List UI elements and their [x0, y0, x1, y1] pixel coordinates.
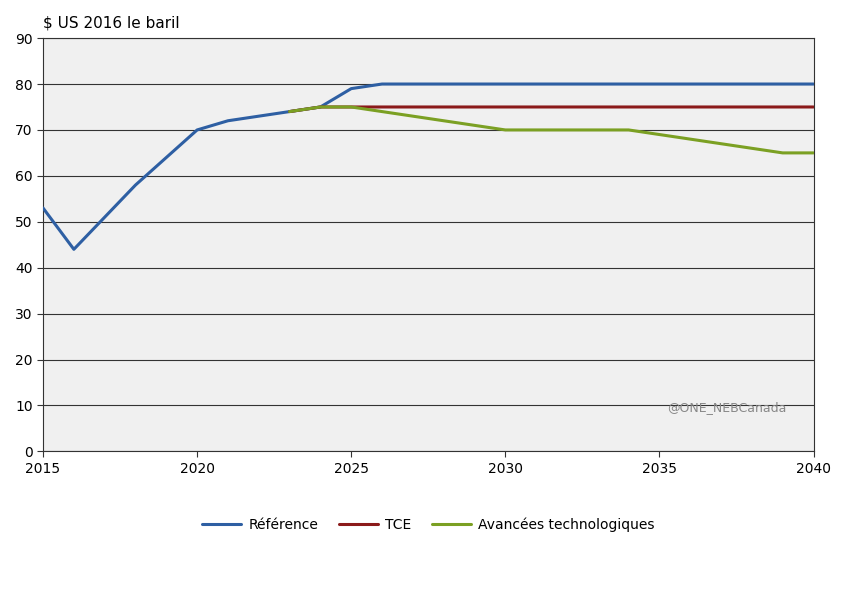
- Avancées technologiques: [377, 108, 387, 115]
- Référence: [654, 80, 664, 87]
- Avancées technologiques: [438, 117, 448, 124]
- Référence: [716, 80, 726, 87]
- Référence: [500, 80, 510, 87]
- Line: Avancées technologiques: Avancées technologiques: [289, 107, 814, 153]
- TCE: [716, 103, 726, 110]
- TCE: [408, 103, 418, 110]
- Référence: [747, 80, 757, 87]
- Avancées technologiques: [562, 127, 572, 134]
- Référence: [809, 80, 819, 87]
- TCE: [654, 103, 664, 110]
- Line: Référence: Référence: [43, 84, 814, 249]
- Legend: Référence, TCE, Avancées technologiques: Référence, TCE, Avancées technologiques: [197, 512, 660, 538]
- Avancées technologiques: [624, 127, 634, 134]
- Avancées technologiques: [500, 127, 510, 134]
- Référence: [685, 80, 695, 87]
- TCE: [470, 103, 480, 110]
- Avancées technologiques: [716, 140, 726, 147]
- Avancées technologiques: [654, 131, 664, 138]
- Avancées technologiques: [284, 108, 294, 115]
- Avancées technologiques: [747, 145, 757, 152]
- Référence: [377, 80, 387, 87]
- Avancées technologiques: [685, 135, 695, 143]
- Référence: [38, 204, 48, 211]
- Line: TCE: TCE: [289, 107, 814, 112]
- Référence: [438, 80, 448, 87]
- Référence: [284, 108, 294, 115]
- TCE: [500, 103, 510, 110]
- TCE: [531, 103, 541, 110]
- TCE: [777, 103, 788, 110]
- Avancées technologiques: [809, 149, 819, 156]
- TCE: [316, 103, 326, 110]
- TCE: [593, 103, 603, 110]
- TCE: [346, 103, 356, 110]
- Référence: [593, 80, 603, 87]
- Référence: [222, 117, 233, 124]
- Référence: [562, 80, 572, 87]
- Avancées technologiques: [346, 103, 356, 110]
- Avancées technologiques: [777, 149, 788, 156]
- Text: $ US 2016 le baril: $ US 2016 le baril: [43, 15, 179, 30]
- Référence: [69, 246, 79, 253]
- Référence: [624, 80, 634, 87]
- Référence: [346, 85, 356, 92]
- TCE: [685, 103, 695, 110]
- TCE: [809, 103, 819, 110]
- Avancées technologiques: [408, 113, 418, 120]
- Référence: [316, 103, 326, 110]
- TCE: [747, 103, 757, 110]
- Avancées technologiques: [470, 122, 480, 129]
- Avancées technologiques: [531, 127, 541, 134]
- TCE: [624, 103, 634, 110]
- Référence: [192, 127, 202, 134]
- Text: @ONE_NEBCanada: @ONE_NEBCanada: [667, 401, 787, 414]
- Avancées technologiques: [593, 127, 603, 134]
- Référence: [162, 154, 172, 161]
- Référence: [254, 113, 264, 120]
- Référence: [531, 80, 541, 87]
- Avancées technologiques: [316, 103, 326, 110]
- Référence: [408, 80, 418, 87]
- TCE: [562, 103, 572, 110]
- Référence: [100, 214, 110, 221]
- Référence: [130, 182, 140, 189]
- TCE: [284, 108, 294, 115]
- TCE: [438, 103, 448, 110]
- Référence: [777, 80, 788, 87]
- TCE: [377, 103, 387, 110]
- Référence: [470, 80, 480, 87]
